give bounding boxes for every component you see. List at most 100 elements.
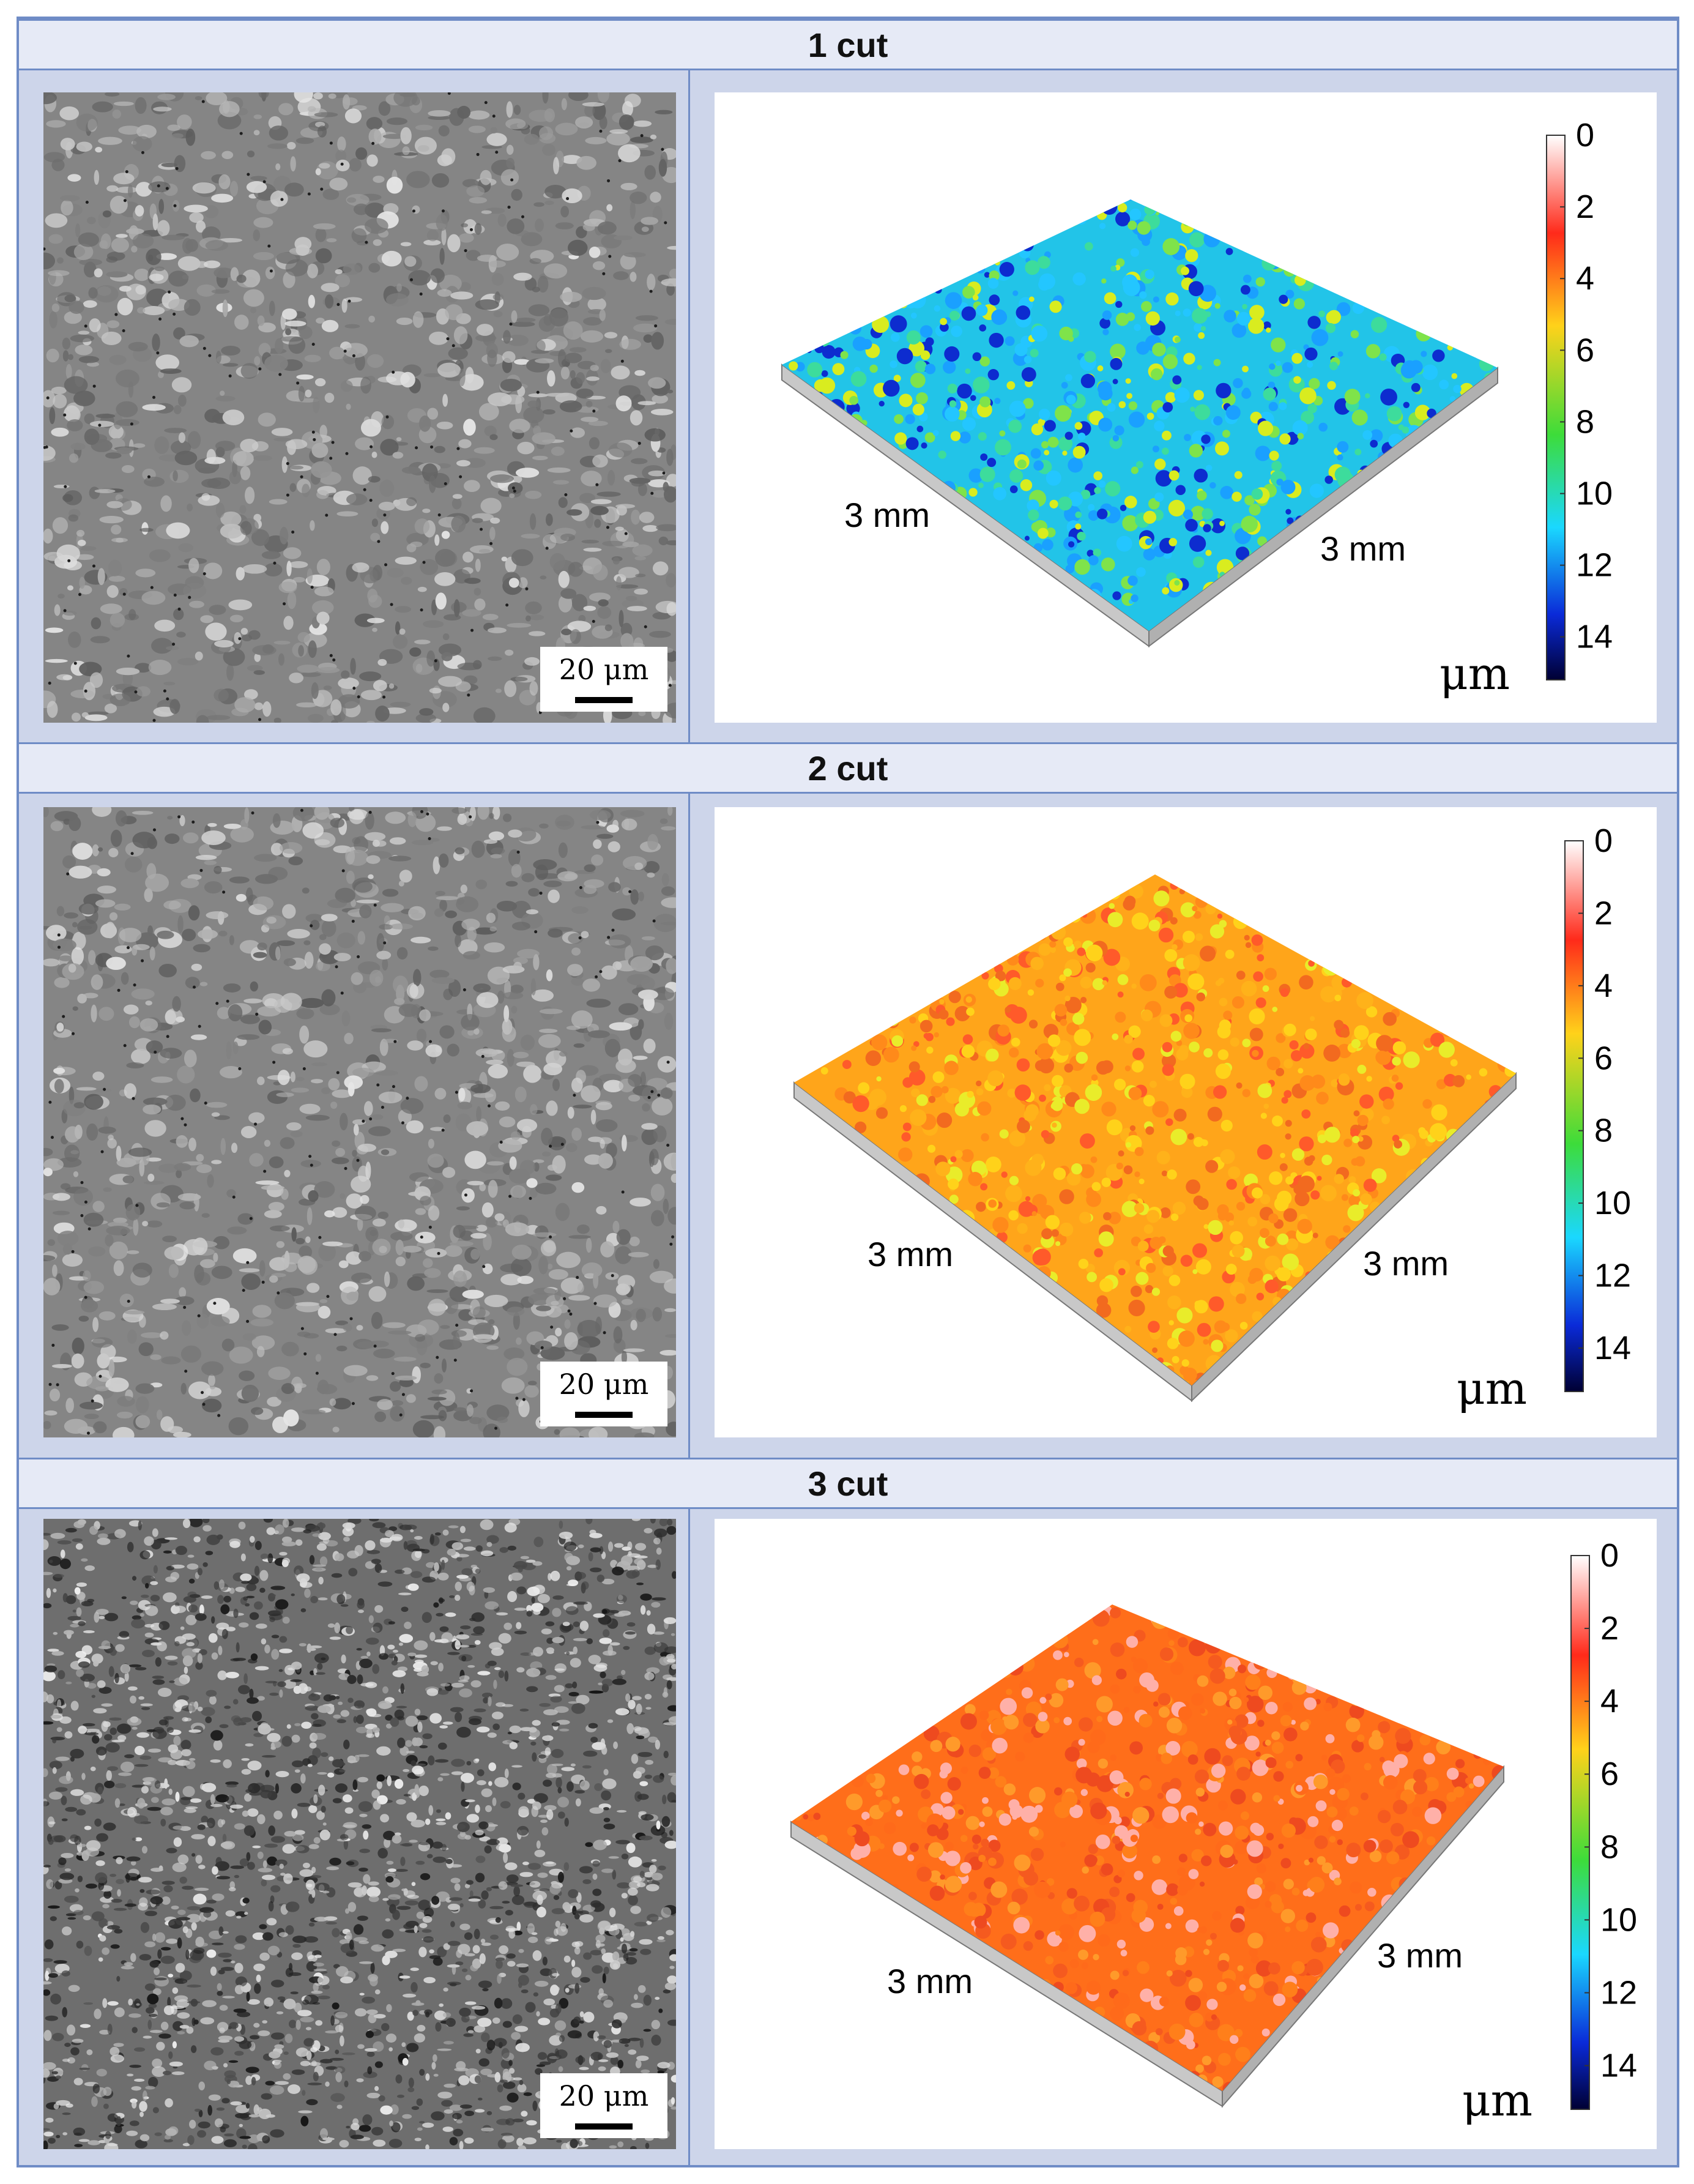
- sem-pore: [132, 1097, 135, 1100]
- sem-pore: [521, 215, 524, 218]
- sem-grain: [581, 1085, 601, 1103]
- sem-grain: [160, 495, 172, 512]
- surface-speck: [858, 619, 874, 631]
- surface-speck: [817, 674, 826, 683]
- surface-speck: [1447, 345, 1454, 351]
- sem-grain: [203, 260, 221, 269]
- surface-speck: [840, 605, 858, 622]
- surface-speck: [1080, 908, 1096, 924]
- sem-grain: [229, 1346, 253, 1364]
- surface-speck: [934, 305, 941, 312]
- sem-grain: [551, 446, 565, 457]
- surface-speck: [891, 478, 908, 494]
- sem-grain: [349, 809, 365, 824]
- sem-grain: [590, 505, 609, 515]
- sem-grain: [475, 1048, 498, 1057]
- sem-grain: [533, 1288, 557, 1295]
- sem-grain: [584, 879, 604, 889]
- sem-grain: [298, 326, 313, 340]
- sem-grain: [300, 1160, 321, 1168]
- surface-speck: [1500, 1051, 1514, 1065]
- sem-grain: [571, 594, 588, 611]
- sem-grain: [430, 1127, 445, 1131]
- sem-grain: [100, 603, 122, 614]
- surface-speck: [983, 199, 1000, 215]
- sem-grain: [61, 199, 73, 216]
- sem-grain: [53, 938, 76, 952]
- sem-grain: [453, 326, 468, 345]
- surface-speck: [1285, 1377, 1299, 1385]
- sem-pore: [390, 603, 393, 606]
- surface-speck: [1287, 1316, 1304, 1333]
- surface-speck: [1023, 356, 1032, 363]
- sem-grain: [533, 425, 541, 436]
- sem-grain: [230, 826, 254, 843]
- sem-grain: [435, 592, 447, 610]
- sem-grain: [251, 1335, 275, 1351]
- sem-grain: [626, 606, 647, 611]
- sem-pore: [63, 609, 67, 613]
- surface-speck: [1484, 580, 1495, 589]
- sem-pore: [130, 852, 134, 855]
- sem-pore: [80, 1181, 84, 1185]
- surface-speck: [956, 903, 973, 920]
- surface-speck: [944, 346, 960, 362]
- sem-grain: [275, 946, 281, 960]
- sem-grain: [231, 1142, 238, 1153]
- surface-speck: [1364, 939, 1371, 947]
- sem-pore: [92, 564, 95, 568]
- sem-grain: [273, 717, 281, 723]
- sem-grain: [439, 899, 447, 912]
- surface-speck: [1145, 538, 1153, 546]
- surface-speck: [805, 527, 819, 541]
- surface-speck: [843, 864, 852, 873]
- sem-pore: [441, 209, 445, 213]
- sem-grain: [164, 1246, 184, 1260]
- surface-speck: [1470, 498, 1484, 512]
- sem-pore: [570, 429, 573, 433]
- surface-speck: [1234, 471, 1243, 479]
- surface-speck: [962, 1034, 973, 1045]
- sem-grain: [83, 1270, 91, 1282]
- sem-grain: [455, 934, 461, 948]
- surface-speck: [954, 551, 965, 561]
- sem-pore: [611, 928, 615, 932]
- surface-speck: [1020, 479, 1033, 491]
- sem-grain: [269, 125, 289, 141]
- surface-speck: [1326, 587, 1342, 602]
- sem-grain: [664, 1308, 676, 1313]
- sem-grain: [306, 1283, 320, 1293]
- surface-speck: [1416, 326, 1432, 341]
- sem-grain: [470, 1232, 487, 1239]
- surface-speck: [776, 646, 786, 655]
- surface-speck: [1013, 218, 1024, 229]
- sem-grain: [109, 912, 118, 921]
- sem-grain: [474, 1028, 480, 1035]
- surface-speck: [1170, 162, 1184, 176]
- surface-speck: [1027, 499, 1039, 512]
- sem-grain: [43, 1255, 56, 1262]
- sem-grain: [72, 922, 78, 928]
- sem-pore: [150, 586, 154, 589]
- surface-speck: [994, 259, 1000, 266]
- sem-grain: [311, 1062, 328, 1067]
- sem-grain: [591, 854, 604, 866]
- surface-speck: [1031, 522, 1041, 532]
- sem-grain: [56, 544, 80, 563]
- sem-grain: [576, 388, 594, 399]
- surface-speck: [1033, 602, 1045, 614]
- sem-pore: [507, 206, 511, 209]
- surface-speck: [919, 325, 933, 338]
- surface-speck: [1416, 485, 1425, 494]
- surface-speck: [1279, 1163, 1288, 1171]
- surface-speck: [915, 1205, 930, 1220]
- surface-speck: [1011, 570, 1025, 584]
- surface-speck: [1307, 361, 1313, 368]
- sem-grain: [630, 1319, 637, 1331]
- surface-speck: [1511, 224, 1518, 231]
- sem-grain: [97, 868, 111, 877]
- sem-grain: [127, 1329, 137, 1344]
- sem-grain: [185, 977, 200, 989]
- surface-speck: [1203, 231, 1220, 248]
- sem-grain: [204, 409, 221, 423]
